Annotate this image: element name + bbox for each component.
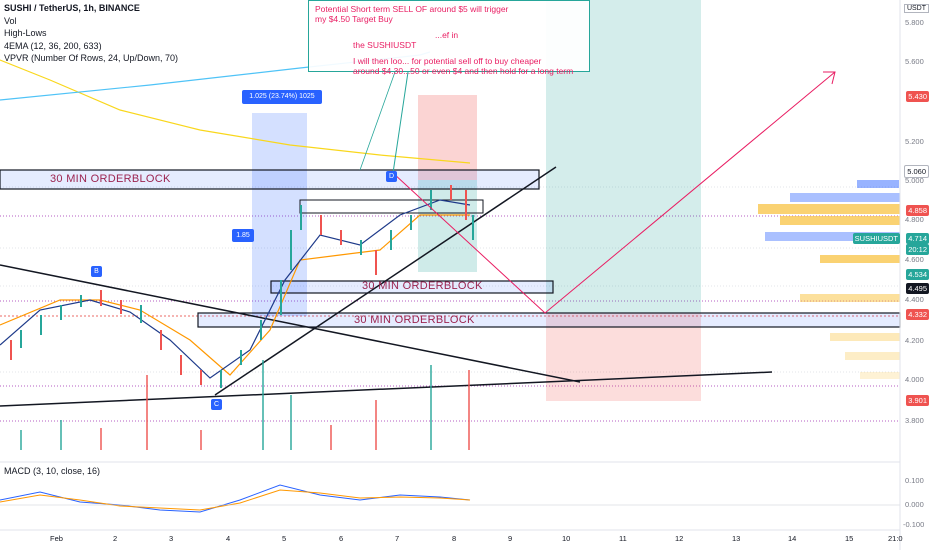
currency-label[interactable]: USDT xyxy=(903,4,929,13)
measure-side-label: 1.85 xyxy=(232,229,254,242)
orderblock-label-3: 30 MIN ORDERBLOCK xyxy=(354,314,475,326)
price-tag-4858: 4.858 xyxy=(906,205,929,216)
macd-tick: 0.100 xyxy=(905,476,924,485)
ema-36 xyxy=(0,214,470,376)
ema-12 xyxy=(0,199,471,379)
annotation-line-3: ...ef in xyxy=(435,30,459,40)
macd-line xyxy=(0,484,471,513)
price-tick: 4.600 xyxy=(905,255,924,264)
annotation-pointer xyxy=(392,71,409,174)
price-tag-5060: 5.060 xyxy=(904,165,929,178)
time-tick: 4 xyxy=(226,534,231,543)
legend-vol[interactable]: Vol xyxy=(4,15,17,26)
chart-legend: SUSHI / TetherUS, 1h, BINANCE Vol High-L… xyxy=(4,2,178,65)
annotation-pointer-2 xyxy=(359,71,396,171)
price-tag-4495: 4.495 xyxy=(906,283,929,294)
candles xyxy=(10,185,474,388)
symbol-title[interactable]: SUSHI / TetherUS, 1h, BINANCE xyxy=(4,3,140,13)
ema-200 xyxy=(0,59,471,164)
time-tick: 5 xyxy=(282,534,287,543)
orderblock-2 xyxy=(270,280,554,294)
price-tag-4332: 4.332 xyxy=(906,309,929,320)
signal-line xyxy=(0,489,471,511)
orderblock-3 xyxy=(197,312,901,328)
volume-profile xyxy=(758,180,900,379)
annotation-line-1: Potential Short term SELL OF around $5 w… xyxy=(315,4,509,14)
marker-c[interactable]: C xyxy=(211,399,222,410)
annotation-line-4: the SUSHIUSDT xyxy=(353,40,417,50)
candle-timer: 20:12 xyxy=(906,244,929,255)
price-tick: 5.200 xyxy=(905,137,924,146)
projection-arrowhead xyxy=(823,71,836,85)
annotation-line-5: I will then loo... for potential sell of… xyxy=(353,56,542,66)
time-tick: 10 xyxy=(562,534,571,543)
time-tick: 8 xyxy=(452,534,457,543)
volume-bars xyxy=(20,360,470,450)
price-tick: 4.800 xyxy=(905,215,924,224)
price-tick: 4.400 xyxy=(905,295,924,304)
time-tick: 21:0 xyxy=(888,534,903,543)
price-tick: 4.000 xyxy=(905,375,924,384)
annotation-line-6: around $4.30...50 or even $4 and then ho… xyxy=(353,66,574,76)
price-tick: 5.000 xyxy=(905,176,924,185)
price-tag-5430: 5.430 xyxy=(906,91,929,102)
symbol-tag: SUSHIUSDT xyxy=(852,233,900,244)
short-zone xyxy=(418,95,477,180)
price-tick: 4.200 xyxy=(905,336,924,345)
annotation-line-2: my $4.50 Target Buy xyxy=(315,14,393,24)
macd-tick: -0.100 xyxy=(903,520,925,529)
orderblock-label-1: 30 MIN ORDERBLOCK xyxy=(50,173,171,185)
price-tick: 3.800 xyxy=(905,416,924,425)
legend-highlows[interactable]: High-Lows xyxy=(4,28,47,38)
time-tick: 7 xyxy=(395,534,400,543)
time-tick: 6 xyxy=(339,534,344,543)
orderblock-label-2: 30 MIN ORDERBLOCK xyxy=(362,280,483,292)
orderblock-1 xyxy=(0,169,540,190)
time-tick: 13 xyxy=(732,534,741,543)
time-tick: 15 xyxy=(845,534,854,543)
projection-path xyxy=(392,71,836,314)
price-tag-current: 4.714 xyxy=(906,233,929,244)
trend-lines xyxy=(0,166,773,407)
price-tick: 5.600 xyxy=(905,57,924,66)
price-tag-3901: 3.901 xyxy=(906,395,929,406)
price-tag-4534: 4.534 xyxy=(906,269,929,280)
measure-zone xyxy=(252,113,307,316)
legend-ema[interactable]: 4EMA (12, 36, 200, 633) xyxy=(4,40,102,51)
time-tick: 12 xyxy=(675,534,684,543)
stop-zone xyxy=(546,313,701,401)
marker-d[interactable]: D xyxy=(386,171,397,182)
measure-label: 1.025 (23.74%) 1025 xyxy=(242,90,322,104)
macd-tick: 0.000 xyxy=(905,500,924,509)
time-tick: 11 xyxy=(619,534,627,543)
legend-vpvr[interactable]: VPVR (Number Of Rows, 24, Up/Down, 70) xyxy=(4,53,179,63)
price-tick: 5.800 xyxy=(905,18,924,27)
macd-legend[interactable]: MACD (3, 10, close, 16) xyxy=(4,466,101,476)
time-tick: 9 xyxy=(508,534,513,543)
time-tick: 2 xyxy=(113,534,118,543)
text-annotation[interactable]: Potential Short term SELL OF around $5 w… xyxy=(308,0,590,76)
marker-b[interactable]: B xyxy=(91,266,102,277)
time-tick: Feb xyxy=(50,534,63,543)
time-tick: 14 xyxy=(788,534,797,543)
time-tick: 3 xyxy=(169,534,174,543)
